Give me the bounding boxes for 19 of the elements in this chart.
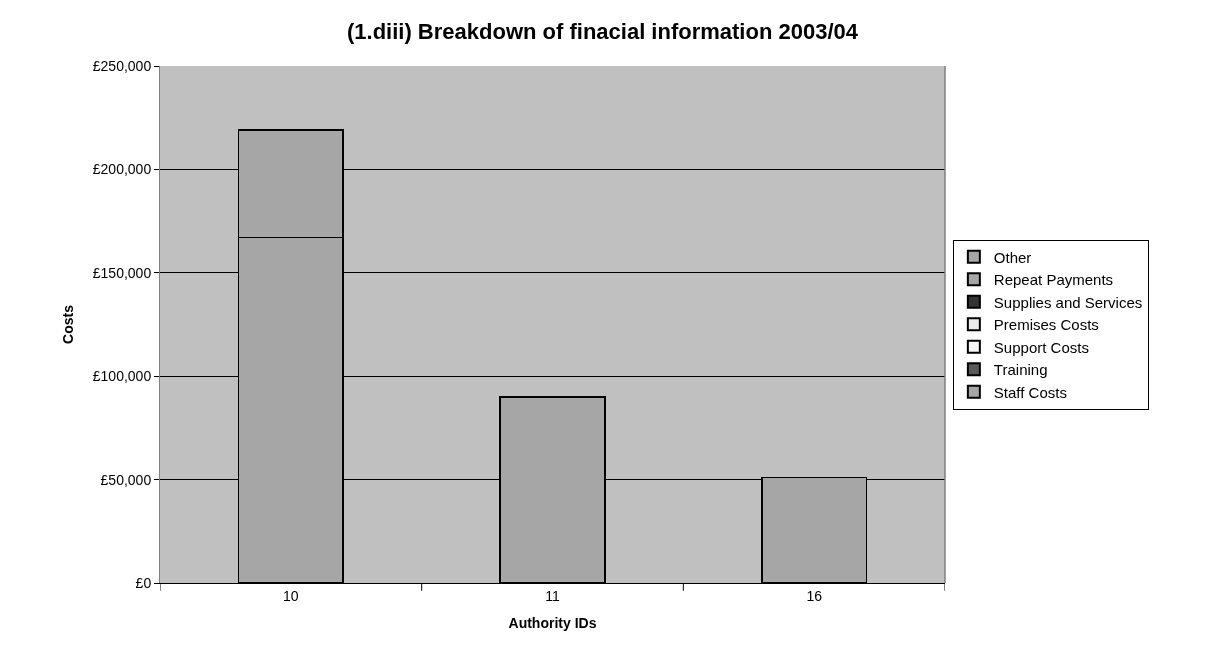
x-tick-label: 16 bbox=[806, 587, 823, 604]
y-tick-label: £100,000 bbox=[92, 368, 152, 385]
legend-label: Premises Costs bbox=[993, 316, 1099, 334]
y-tick-label: £50,000 bbox=[100, 471, 152, 488]
y-tick-label: £0 bbox=[135, 574, 152, 591]
y-tick-label: £250,000 bbox=[92, 57, 152, 74]
x-tick-label: 10 bbox=[283, 587, 299, 604]
legend-label: Repeat Payments bbox=[993, 271, 1114, 289]
legend-label: Staff Costs bbox=[993, 383, 1067, 401]
y-tick-label: £150,000 bbox=[92, 264, 152, 281]
chart-title: (1.diii) Breakdown of finacial information 2003/04 bbox=[346, 18, 859, 44]
legend-label: Supplies and Services bbox=[993, 293, 1143, 311]
x-axis-title: Authority IDs bbox=[508, 615, 597, 632]
y-axis-title: Costs bbox=[60, 304, 77, 344]
x-tick-label: 11 bbox=[545, 587, 560, 604]
legend-label: Support Costs bbox=[993, 338, 1089, 356]
legend-label: Other bbox=[993, 248, 1032, 266]
y-tick-label: £200,000 bbox=[92, 161, 152, 178]
legend-label: Training bbox=[993, 361, 1048, 379]
